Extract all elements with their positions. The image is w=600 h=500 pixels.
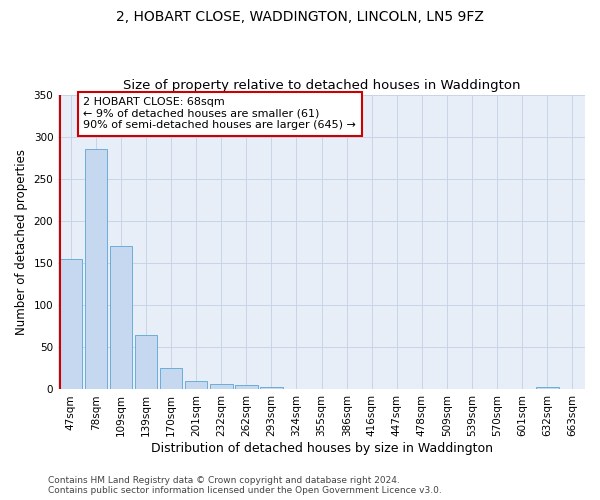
Bar <box>134 334 157 390</box>
Bar <box>59 259 82 390</box>
Text: 2 HOBART CLOSE: 68sqm
← 9% of detached houses are smaller (61)
90% of semi-detac: 2 HOBART CLOSE: 68sqm ← 9% of detached h… <box>83 97 356 130</box>
Y-axis label: Number of detached properties: Number of detached properties <box>15 149 28 335</box>
Title: Size of property relative to detached houses in Waddington: Size of property relative to detached ho… <box>123 79 520 92</box>
Bar <box>185 381 208 390</box>
Bar <box>260 387 283 390</box>
Bar <box>110 246 132 390</box>
Bar <box>235 385 257 390</box>
X-axis label: Distribution of detached houses by size in Waddington: Distribution of detached houses by size … <box>151 442 493 455</box>
Text: 2, HOBART CLOSE, WADDINGTON, LINCOLN, LN5 9FZ: 2, HOBART CLOSE, WADDINGTON, LINCOLN, LN… <box>116 10 484 24</box>
Bar <box>210 384 233 390</box>
Bar <box>85 150 107 390</box>
Bar <box>536 387 559 390</box>
Bar <box>160 368 182 390</box>
Text: Contains HM Land Registry data © Crown copyright and database right 2024.
Contai: Contains HM Land Registry data © Crown c… <box>48 476 442 495</box>
